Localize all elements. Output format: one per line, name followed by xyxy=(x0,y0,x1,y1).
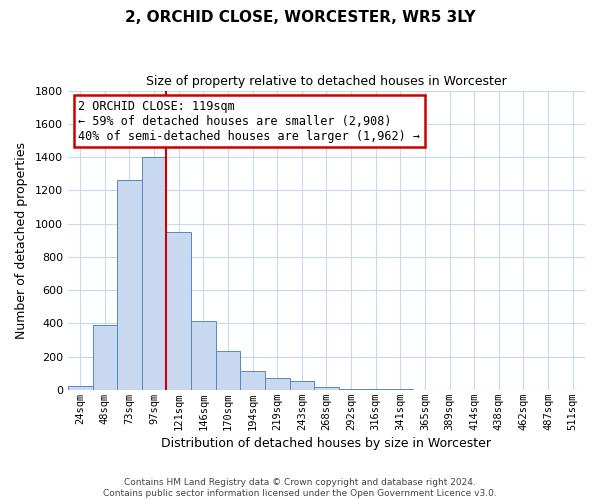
Text: Contains HM Land Registry data © Crown copyright and database right 2024.
Contai: Contains HM Land Registry data © Crown c… xyxy=(103,478,497,498)
Bar xyxy=(240,372,265,390)
Title: Size of property relative to detached houses in Worcester: Size of property relative to detached ho… xyxy=(146,75,507,88)
Bar xyxy=(314,388,339,390)
Bar xyxy=(117,180,142,390)
Bar xyxy=(215,350,240,390)
X-axis label: Distribution of detached houses by size in Worcester: Distribution of detached houses by size … xyxy=(161,437,491,450)
Bar xyxy=(68,386,92,390)
Bar xyxy=(290,382,314,390)
Bar xyxy=(92,325,117,390)
Bar xyxy=(339,389,364,390)
Bar xyxy=(191,321,215,390)
Text: 2 ORCHID CLOSE: 119sqm
← 59% of detached houses are smaller (2,908)
40% of semi-: 2 ORCHID CLOSE: 119sqm ← 59% of detached… xyxy=(78,100,420,142)
Bar xyxy=(265,378,290,390)
Text: 2, ORCHID CLOSE, WORCESTER, WR5 3LY: 2, ORCHID CLOSE, WORCESTER, WR5 3LY xyxy=(125,10,475,25)
Bar xyxy=(166,232,191,390)
Bar xyxy=(142,157,166,390)
Y-axis label: Number of detached properties: Number of detached properties xyxy=(15,142,28,338)
